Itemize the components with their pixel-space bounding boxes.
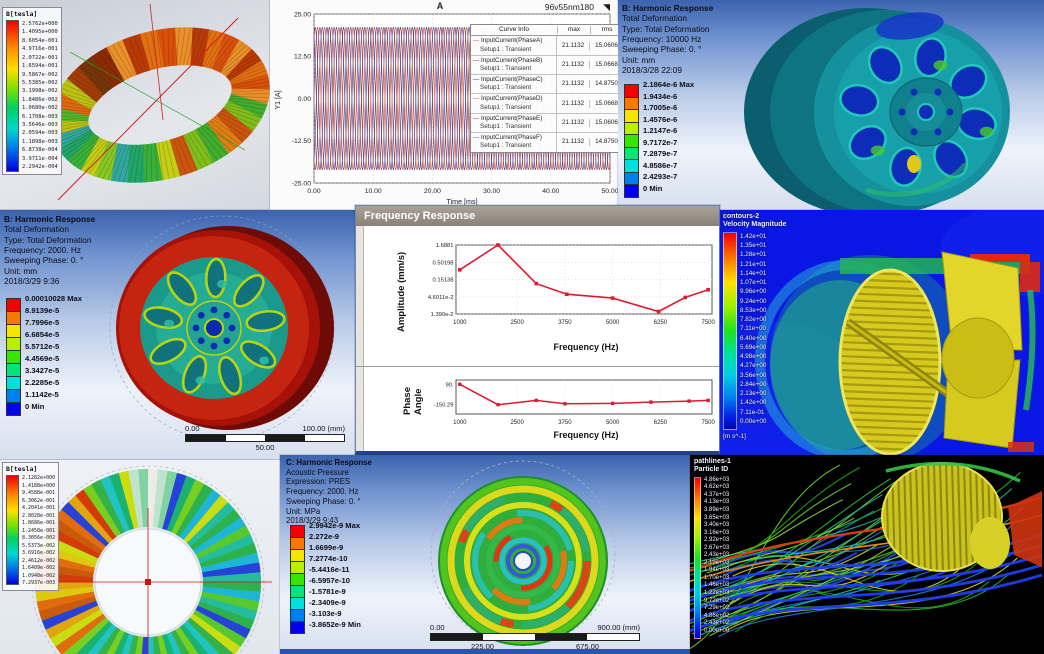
svg-text:Time [ms]: Time [ms] bbox=[446, 197, 477, 206]
svg-text:5000: 5000 bbox=[606, 420, 620, 426]
svg-text:1.390e-2: 1.390e-2 bbox=[431, 312, 454, 318]
svg-text:6250: 6250 bbox=[654, 320, 668, 326]
legend-unit: [m s^-1] bbox=[723, 432, 746, 440]
flux-legend-box: B[tesla] 2.5762e+000 1.4095e+000 8.6054e-0… bbox=[2, 7, 62, 175]
svg-text:40.00: 40.00 bbox=[542, 188, 559, 195]
svg-text:7500: 7500 bbox=[701, 320, 715, 326]
color-scale-bar bbox=[6, 475, 19, 585]
window-bottom-edge bbox=[280, 649, 690, 654]
scale-ruler: 0.00 900.00 (mm) 225.00 675.00 bbox=[430, 623, 640, 651]
amplitude-x-axis-label: Frequency (Hz) bbox=[553, 342, 619, 352]
deformed-wheel-render bbox=[744, 8, 1010, 210]
svg-text:25.00: 25.00 bbox=[294, 11, 311, 18]
amplitude-frequency-chart: 1000 2500 3750 5000 6250 7500 1.6881 0.50198 0.1… bbox=[428, 243, 716, 326]
amplitude-axis-label: Amplitude (mm/s) bbox=[396, 251, 407, 333]
svg-text:3750: 3750 bbox=[558, 320, 572, 326]
ruler-min: 0.00 bbox=[430, 623, 445, 632]
svg-text:0.00: 0.00 bbox=[298, 96, 311, 103]
rotor-flux-render bbox=[24, 465, 272, 654]
svg-text:Y1 [A]: Y1 [A] bbox=[275, 90, 282, 109]
svg-text:2500: 2500 bbox=[510, 320, 524, 326]
deformation-legend: 0.00010028 Max 8.9139e-5 7.7996e-5 6.6854e-… bbox=[6, 294, 82, 418]
curve-info-legend-table: Curve Info max rms — InputCurrent(PhaseA) Se… bbox=[470, 24, 618, 153]
legend-header: contours-2 Velocity Magnitude bbox=[723, 213, 787, 229]
svg-text:30.00: 30.00 bbox=[483, 188, 500, 195]
ruler-max: 100.00 (mm) bbox=[302, 424, 345, 433]
window-frequency-response: Frequency Response Amplitude (mm/s) 1000… bbox=[354, 204, 721, 456]
design-name-label: 96v55nm180 bbox=[544, 2, 594, 12]
particle-id-legend: pathlines-1 Particle ID 4.86e+03 4.62e+03 4… bbox=[694, 458, 731, 639]
svg-text:1.6881: 1.6881 bbox=[436, 243, 454, 249]
plot-title: A bbox=[436, 1, 444, 11]
window-left-gutter bbox=[356, 226, 364, 451]
window-title-bar[interactable]: Frequency Response bbox=[356, 206, 719, 226]
panel-transient-currents-plot: 0.00 10.00 20.00 30.00 40.00 50.00 25.00 12.50 0… bbox=[269, 0, 619, 211]
svg-text:-25.00: -25.00 bbox=[292, 180, 311, 187]
legend-title: B[tesla] bbox=[6, 10, 38, 18]
result-info-text: C: Harmonic Response Acoustic Pressure Exp… bbox=[286, 458, 372, 526]
acoustic-disc-render bbox=[430, 460, 616, 646]
svg-text:-150.29: -150.29 bbox=[434, 403, 454, 409]
svg-text:5000: 5000 bbox=[606, 320, 620, 326]
color-scale-bar bbox=[694, 476, 701, 639]
ruler-bar bbox=[185, 434, 345, 442]
velocity-legend: contours-2 Velocity Magnitude 1.42e+01 1.3… bbox=[723, 213, 786, 440]
ruler-q1: 225.00 bbox=[471, 642, 494, 651]
panel-cfd-velocity-contours: contours-2 Velocity Magnitude 1.42e+01 1.3… bbox=[719, 209, 1044, 461]
pressure-legend: 2.9942e-9 Max 2.272e-9 1.6699e-9 7.2774e-10… bbox=[290, 521, 361, 635]
phase-axis-label: Phase Angle bbox=[402, 387, 424, 416]
ruler-q3: 675.00 bbox=[576, 642, 599, 651]
panel-maxwell-3d-coil: B[tesla] 2.5762e+000 1.4095e+000 8.6054e-0… bbox=[0, 0, 271, 211]
svg-text:2500: 2500 bbox=[510, 420, 524, 426]
window-pin-icon[interactable]: ◥ bbox=[603, 2, 610, 12]
panel-maxwell-2d-rotor: B[tesla] 2.1282e+000 1.4188e+000 9.4588e-0… bbox=[0, 459, 281, 654]
panel-harmonic-response-10000hz: B: Harmonic Response Total Deformation Typ… bbox=[617, 0, 1044, 211]
result-info-text: B: Harmonic Response Total Deformation Typ… bbox=[622, 3, 714, 76]
svg-text:0.15138: 0.15138 bbox=[433, 278, 454, 284]
coil-flux-render bbox=[50, 3, 270, 201]
deformation-legend: 2.1864e-6 Max 1.9434e-6 1.7005e-6 1.4576e-6… bbox=[624, 80, 694, 199]
color-scale-bar bbox=[6, 20, 19, 172]
panel-harmonic-response-2000hz: B: Harmonic Response Total Deformation Typ… bbox=[0, 209, 356, 461]
legend-header: pathlines-1 Particle ID bbox=[694, 458, 731, 474]
legend-title: B[tesla] bbox=[6, 465, 38, 473]
svg-text:20.00: 20.00 bbox=[424, 188, 441, 195]
panel-acoustic-pressure: C: Harmonic Response Acoustic Pressure Exp… bbox=[279, 454, 691, 654]
phase-frequency-chart: 1000 2500 3750 5000 6250 7500 90. -150.29 bbox=[434, 379, 716, 426]
ruler-bar bbox=[430, 633, 640, 641]
svg-text:50.00: 50.00 bbox=[601, 188, 618, 195]
panel-particle-pathlines: pathlines-1 Particle ID 4.86e+03 4.62e+03 4… bbox=[689, 454, 1044, 654]
velocity-contour-render bbox=[720, 210, 1044, 460]
svg-text:12.50: 12.50 bbox=[294, 54, 311, 61]
deformed-wheel-render bbox=[109, 215, 335, 441]
pathlines-render bbox=[690, 461, 1043, 650]
svg-text:90.: 90. bbox=[445, 382, 453, 388]
svg-text:-12.50: -12.50 bbox=[292, 138, 311, 145]
ruler-mid: 50.00 bbox=[255, 443, 275, 452]
result-info-text: B: Harmonic Response Total Deformation Typ… bbox=[4, 214, 96, 287]
svg-text:1000: 1000 bbox=[453, 320, 467, 326]
flux-legend-box: B[tesla] 2.1282e+000 1.4188e+000 9.4588e-0… bbox=[2, 462, 60, 591]
legend-values: 1.42e+01 1.35e+01 1.28e+01 1.21e+01 1.14e+01… bbox=[740, 232, 767, 425]
phase-x-axis-label: Frequency (Hz) bbox=[553, 430, 619, 440]
svg-text:0.50198: 0.50198 bbox=[433, 260, 454, 266]
legend-values: 2.1282e+000 1.4188e+000 9.4588e-001 6.3062e… bbox=[22, 475, 56, 586]
svg-text:10.00: 10.00 bbox=[365, 188, 382, 195]
scale-ruler: 0.00 100.00 (mm) 50.00 bbox=[185, 424, 345, 452]
ruler-min: 0.00 bbox=[185, 424, 200, 433]
svg-text:7500: 7500 bbox=[701, 420, 715, 426]
legend-values: 2.5762e+000 1.4095e+000 8.6054e-001 4.9716e… bbox=[22, 21, 58, 171]
svg-text:4.6011e-2: 4.6011e-2 bbox=[428, 295, 454, 301]
svg-text:0.00: 0.00 bbox=[307, 188, 320, 195]
color-scale-bar bbox=[723, 231, 737, 430]
legend-values: 4.86e+03 4.62e+03 4.37e+03 4.13e+03 3.89e+03… bbox=[704, 476, 730, 634]
svg-text:1000: 1000 bbox=[453, 420, 467, 426]
svg-text:6250: 6250 bbox=[654, 420, 668, 426]
ruler-max: 900.00 (mm) bbox=[597, 623, 640, 632]
plot-divider bbox=[356, 366, 719, 367]
svg-text:3750: 3750 bbox=[558, 420, 572, 426]
